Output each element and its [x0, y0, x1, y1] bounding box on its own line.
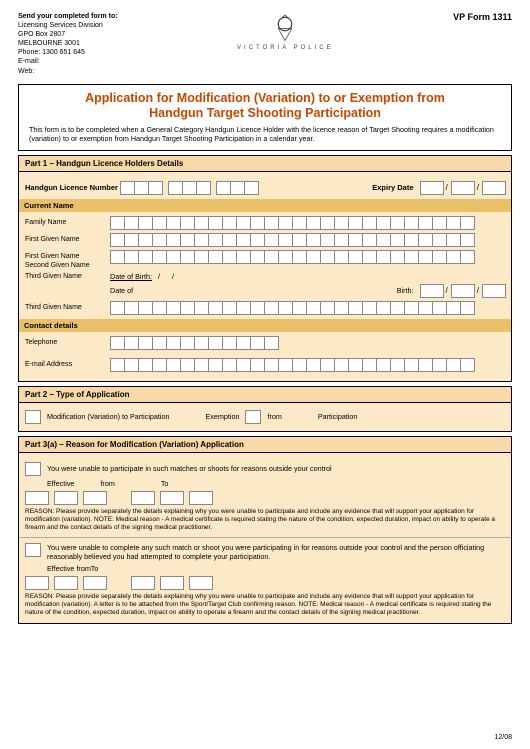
eff2-date-1[interactable]: [25, 576, 48, 590]
city: MELBOURNE 3001: [18, 39, 118, 48]
to2-date-2[interactable]: [160, 576, 183, 590]
email-label: E-mail Address: [25, 361, 110, 368]
to2-date-3[interactable]: [189, 576, 212, 590]
to2-date-1[interactable]: [131, 576, 154, 590]
birth-label: Birth:: [397, 286, 414, 295]
mod-checkbox[interactable]: [25, 410, 41, 424]
part1-heading: Part 1 – Handgun Licence Holders Details: [18, 155, 512, 171]
reason1: REASON: Please provide separately the de…: [25, 508, 505, 532]
opt1-label: You were unable to participate in such m…: [47, 464, 332, 473]
mod-label: Modification (Variation) to Participatio…: [47, 412, 170, 421]
eff2-label: Effective fromTo: [47, 564, 98, 573]
tg2-cells[interactable]: [110, 301, 474, 315]
sg-label: Second Given Name: [25, 262, 110, 269]
birth-field[interactable]: //: [420, 284, 505, 298]
opt2-label: You were unable to complete any such mat…: [47, 543, 505, 561]
phone: Phone: 1300 651 645: [18, 48, 118, 57]
part1-section: Handgun Licence Number Expiry Date // Cu…: [18, 171, 512, 382]
tg2-label: Third Given Name: [25, 304, 110, 311]
email: E-mail:: [18, 57, 118, 66]
crest-icon: [270, 12, 300, 42]
fg2-cells[interactable]: [110, 250, 474, 264]
eff-date-1[interactable]: [25, 491, 48, 505]
licence-cells[interactable]: [120, 181, 162, 195]
contact-hdr: Contact details: [19, 319, 511, 332]
family-cells[interactable]: [110, 216, 474, 230]
to-date-1[interactable]: [131, 491, 154, 505]
current-name-hdr: Current Name: [19, 199, 511, 212]
footer-date: 12/08: [494, 734, 512, 741]
form-title-2: Handgun Target Shooting Participation: [29, 106, 501, 122]
part2-heading: Part 2 – Type of Application: [18, 386, 512, 402]
fg1-label: First Given Name: [25, 236, 110, 243]
licence-cells-3[interactable]: [216, 181, 258, 195]
opt1-checkbox[interactable]: [25, 462, 41, 476]
part3-heading: Part 3(a) – Reason for Modification (Var…: [18, 436, 512, 452]
tg1-label: Third Given Name: [25, 273, 110, 280]
from-label: from: [267, 412, 281, 421]
fg2-label: First Given Name: [25, 253, 110, 260]
licence-cells-2[interactable]: [168, 181, 210, 195]
ex-label: Exemption: [206, 412, 240, 421]
dob-label: Date of Birth:: [110, 272, 152, 281]
opt2-checkbox[interactable]: [25, 543, 41, 557]
logo-area: VICTORIA POLICE: [118, 12, 454, 51]
web: Web:: [18, 67, 118, 76]
to-date-3[interactable]: [189, 491, 212, 505]
part2-section: Modification (Variation) to Participatio…: [18, 402, 512, 432]
expiry-label: Expiry Date: [372, 183, 413, 192]
form-subtitle: This form is to be completed when a Gene…: [29, 125, 501, 144]
eff-label: Effective: [47, 479, 74, 488]
expiry-field[interactable]: //: [420, 181, 505, 195]
org-name: VICTORIA POLICE: [118, 45, 454, 51]
to-label: To: [161, 479, 169, 488]
po-box: GPO Box 2807: [18, 30, 118, 39]
eff2-date-3[interactable]: [83, 576, 106, 590]
division: Licensing Services Division: [18, 21, 118, 30]
email-cells[interactable]: [110, 358, 474, 372]
form-id: VP Form 1311: [453, 12, 512, 22]
part-label: Participation: [318, 412, 358, 421]
reason2: REASON: Please provide separately the de…: [25, 593, 505, 617]
eff2-date-2[interactable]: [54, 576, 77, 590]
tel-cells[interactable]: [110, 336, 278, 350]
title-box: Application for Modification (Variation)…: [18, 84, 512, 151]
ex-checkbox[interactable]: [245, 410, 261, 424]
part3-section: You were unable to participate in such m…: [18, 452, 512, 625]
send-label: Send your completed form to:: [18, 12, 118, 21]
dob2-label: Date of: [110, 286, 133, 295]
tel-label: Telephone: [25, 339, 110, 346]
send-to-block: Send your completed form to: Licensing S…: [18, 12, 118, 76]
eff-date-3[interactable]: [83, 491, 106, 505]
to-date-2[interactable]: [160, 491, 183, 505]
page-header: Send your completed form to: Licensing S…: [18, 12, 512, 76]
licence-label: Handgun Licence Number: [25, 183, 120, 192]
fg1-cells[interactable]: [110, 233, 474, 247]
form-title-1: Application for Modification (Variation)…: [29, 91, 501, 107]
from3-label: from: [100, 479, 114, 488]
form-page: Send your completed form to: Licensing S…: [0, 0, 530, 749]
eff-date-2[interactable]: [54, 491, 77, 505]
family-label: Family Name: [25, 219, 110, 226]
